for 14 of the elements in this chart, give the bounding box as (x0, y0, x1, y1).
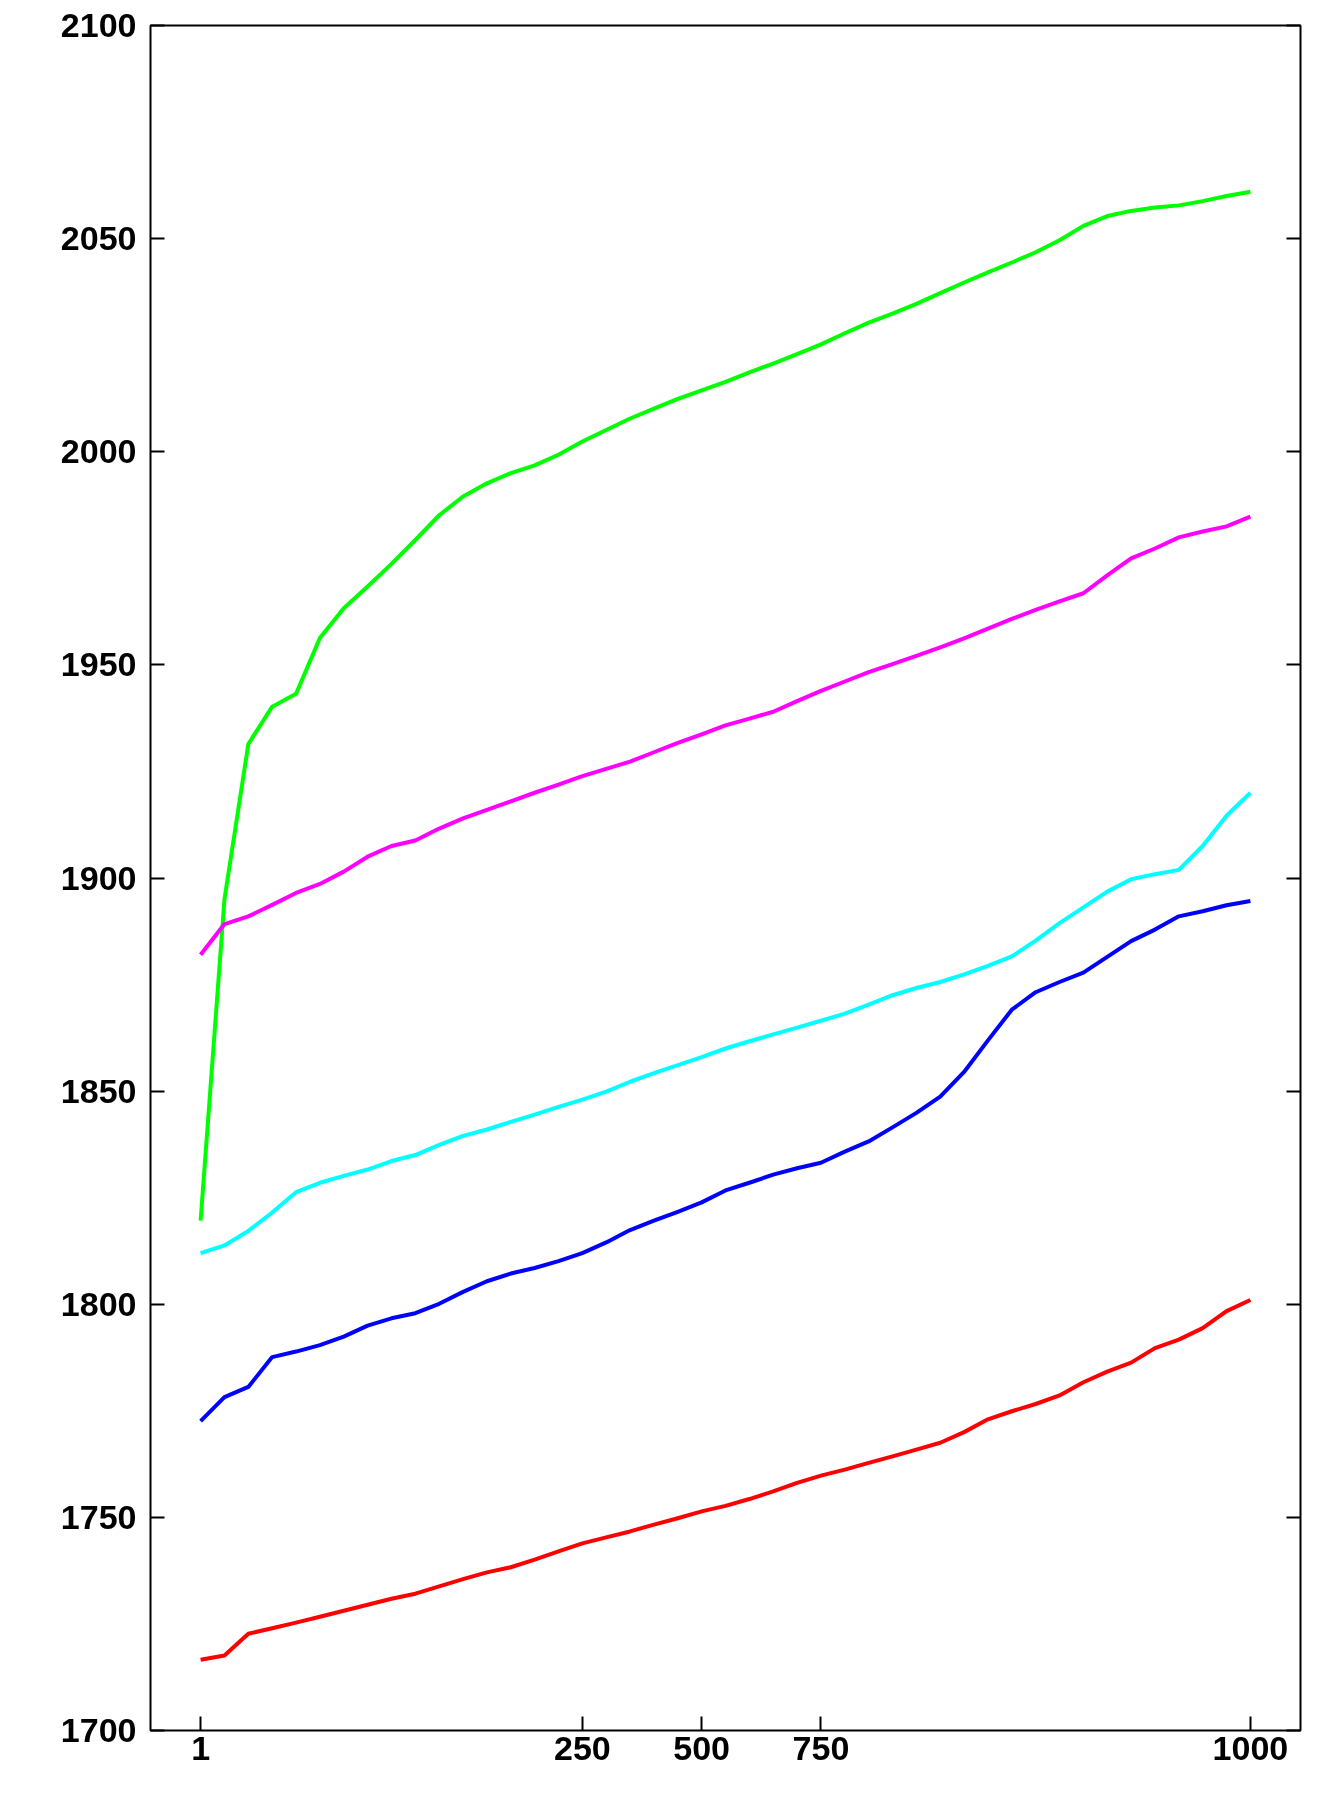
y-tick-label: 1750 (60, 1497, 137, 1536)
y-tick-label: 2000 (60, 432, 137, 471)
y-tick-label: 1900 (60, 858, 137, 897)
x-tick-label: 1000 (1212, 1728, 1289, 1767)
x-tick-label: 250 (553, 1728, 611, 1767)
y-tick-label: 1850 (60, 1071, 137, 1110)
y-tick-label: 1800 (60, 1284, 137, 1323)
y-tick-label: 2100 (60, 6, 137, 44)
y-tick-label: 2050 (60, 219, 137, 258)
x-tick-label: 1 (191, 1728, 211, 1767)
x-tick-label: 500 (673, 1728, 731, 1767)
x-tick-label: 750 (792, 1728, 850, 1767)
y-tick-label: 1950 (60, 645, 137, 684)
y-tick-label: 1700 (60, 1711, 137, 1749)
